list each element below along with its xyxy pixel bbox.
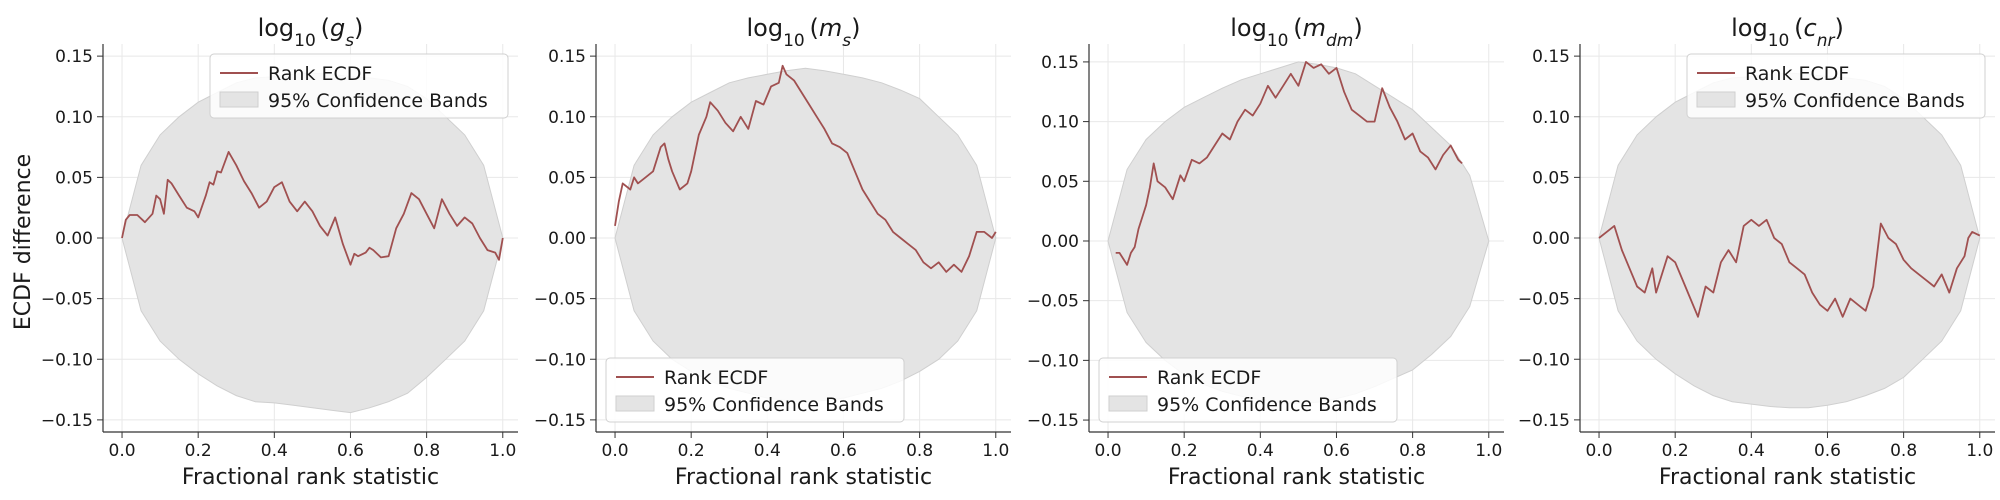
x-axis-title: Fractional rank statistic	[675, 465, 932, 490]
x-tick-label: 0.8	[1399, 441, 1426, 461]
y-tick-label: 0.00	[1041, 232, 1079, 252]
y-tick-label: −0.10	[1518, 350, 1570, 370]
y-tick-label: 0.10	[548, 108, 586, 128]
x-tick-label: 0.0	[602, 441, 629, 461]
x-tick-label: 1.0	[982, 441, 1009, 461]
legend-frame	[605, 357, 905, 423]
y-tick-label: 0.05	[55, 168, 93, 188]
y-tick-label: −0.10	[1027, 351, 1079, 371]
y-tick-label: −0.15	[41, 411, 93, 431]
legend-band-label: 95% Confidence Bands	[1157, 394, 1377, 416]
x-tick-label: 0.6	[337, 441, 364, 461]
legend-frame	[1098, 357, 1398, 423]
legend-ecdf-label: Rank ECDF	[1157, 367, 1261, 389]
rank-ecdf-line	[614, 64, 997, 273]
legend: Rank ECDF 95% Confidence Bands	[605, 357, 905, 423]
confidence-band	[1107, 61, 1490, 404]
y-tick-label: 0.05	[1532, 168, 1570, 188]
legend: Rank ECDF 95% Confidence Bands	[209, 53, 509, 119]
x-tick-label: 0.4	[261, 441, 288, 461]
x-tick-label: 0.6	[1323, 441, 1350, 461]
panel-title: log10 (ms)	[746, 14, 860, 51]
x-tick-label: 0.4	[754, 441, 781, 461]
x-axis-title: Fractional rank statistic	[1168, 465, 1425, 490]
rank-ecdf-line	[1115, 61, 1463, 266]
y-tick-label: −0.05	[1518, 290, 1570, 310]
legend-band-label: 95% Confidence Bands	[1745, 90, 1965, 112]
y-tick-label: −0.10	[534, 350, 586, 370]
y-tick-label: 0.05	[1041, 172, 1079, 192]
x-tick-label: 0.4	[1738, 441, 1765, 461]
legend-band-label: 95% Confidence Bands	[664, 394, 884, 416]
x-tick-label: 0.2	[678, 441, 705, 461]
confidence-band	[121, 72, 504, 414]
legend-band-swatch	[615, 395, 655, 412]
x-tick-label: 0.2	[1171, 441, 1198, 461]
chart-panel-4: 0.0 0.2 0.4 0.6 0.8 1.0 −0.15 −0.10 −0.05 0.00 0.0…	[1518, 14, 1995, 490]
x-tick-label: 1.0	[1475, 441, 1502, 461]
rank-ecdf-line	[121, 150, 504, 266]
chart-panel-3: 0.0 0.2 0.4 0.6 0.8 1.0 −0.15 −0.10 −0.05 0.00 0.0…	[1027, 14, 1504, 490]
y-tick-label: −0.05	[41, 290, 93, 310]
legend-ecdf-label: Rank ECDF	[1745, 63, 1849, 85]
legend: Rank ECDF 95% Confidence Bands	[1098, 357, 1398, 423]
rank-ecdf-line	[1598, 218, 1981, 318]
x-tick-label: 0.8	[413, 441, 440, 461]
chart-panel-1: 0.0 0.2 0.4 0.6 0.8 1.0 −0.15 −0.10 −0.05 0.00 0.0…	[41, 14, 518, 490]
x-tick-label: 0.4	[1247, 441, 1274, 461]
y-tick-label: −0.05	[1027, 292, 1079, 312]
y-tick-label: −0.15	[534, 411, 586, 431]
y-tick-label: 0.10	[55, 108, 93, 128]
chart-panel-2: 0.0 0.2 0.4 0.6 0.8 1.0 −0.15 −0.10 −0.05 0.00 0.0…	[534, 14, 1011, 490]
x-tick-label: 0.6	[830, 441, 857, 461]
y-tick-label: 0.00	[548, 229, 586, 249]
legend-frame	[1686, 53, 1986, 119]
y-tick-label: −0.15	[1518, 411, 1570, 431]
panel-title: log10 (gs)	[258, 14, 364, 51]
y-tick-label: −0.15	[1027, 411, 1079, 431]
y-tick-label: 0.15	[1041, 53, 1079, 73]
x-tick-label: 0.0	[109, 441, 136, 461]
confidence-band	[614, 67, 997, 403]
y-tick-label: 0.00	[55, 229, 93, 249]
y-tick-label: 0.10	[1041, 113, 1079, 133]
x-tick-label: 0.2	[1662, 441, 1689, 461]
y-tick-label: 0.15	[1532, 47, 1570, 67]
legend: Rank ECDF 95% Confidence Bands	[1686, 53, 1986, 119]
y-tick-label: 0.00	[1532, 229, 1570, 249]
legend-frame	[209, 53, 509, 119]
x-tick-label: 1.0	[489, 441, 516, 461]
y-tick-label: 0.15	[55, 47, 93, 67]
legend-ecdf-label: Rank ECDF	[268, 63, 372, 85]
y-tick-label: −0.05	[534, 290, 586, 310]
legend-band-swatch	[1108, 395, 1148, 412]
x-tick-label: 1.0	[1966, 441, 1993, 461]
panel-title: log10 (cnr)	[1731, 14, 1844, 51]
x-axis-title: Fractional rank statistic	[1659, 465, 1916, 490]
y-tick-label: 0.10	[1532, 108, 1570, 128]
legend-ecdf-label: Rank ECDF	[664, 367, 768, 389]
confidence-band	[1598, 72, 1981, 409]
panel-title: log10 (mdm)	[1230, 14, 1363, 51]
x-axis-title: Fractional rank statistic	[182, 465, 439, 490]
x-tick-label: 0.8	[1890, 441, 1917, 461]
legend-band-swatch	[1696, 91, 1736, 108]
x-tick-label: 0.6	[1814, 441, 1841, 461]
y-tick-label: 0.05	[548, 168, 586, 188]
legend-band-label: 95% Confidence Bands	[268, 90, 488, 112]
y-tick-label: 0.15	[548, 47, 586, 67]
x-tick-label: 0.0	[1095, 441, 1122, 461]
legend-band-swatch	[219, 91, 259, 108]
figure-ylabel: ECDF difference	[11, 154, 36, 330]
y-tick-label: −0.10	[41, 350, 93, 370]
x-tick-label: 0.8	[906, 441, 933, 461]
x-tick-label: 0.2	[185, 441, 212, 461]
x-tick-label: 0.0	[1586, 441, 1613, 461]
